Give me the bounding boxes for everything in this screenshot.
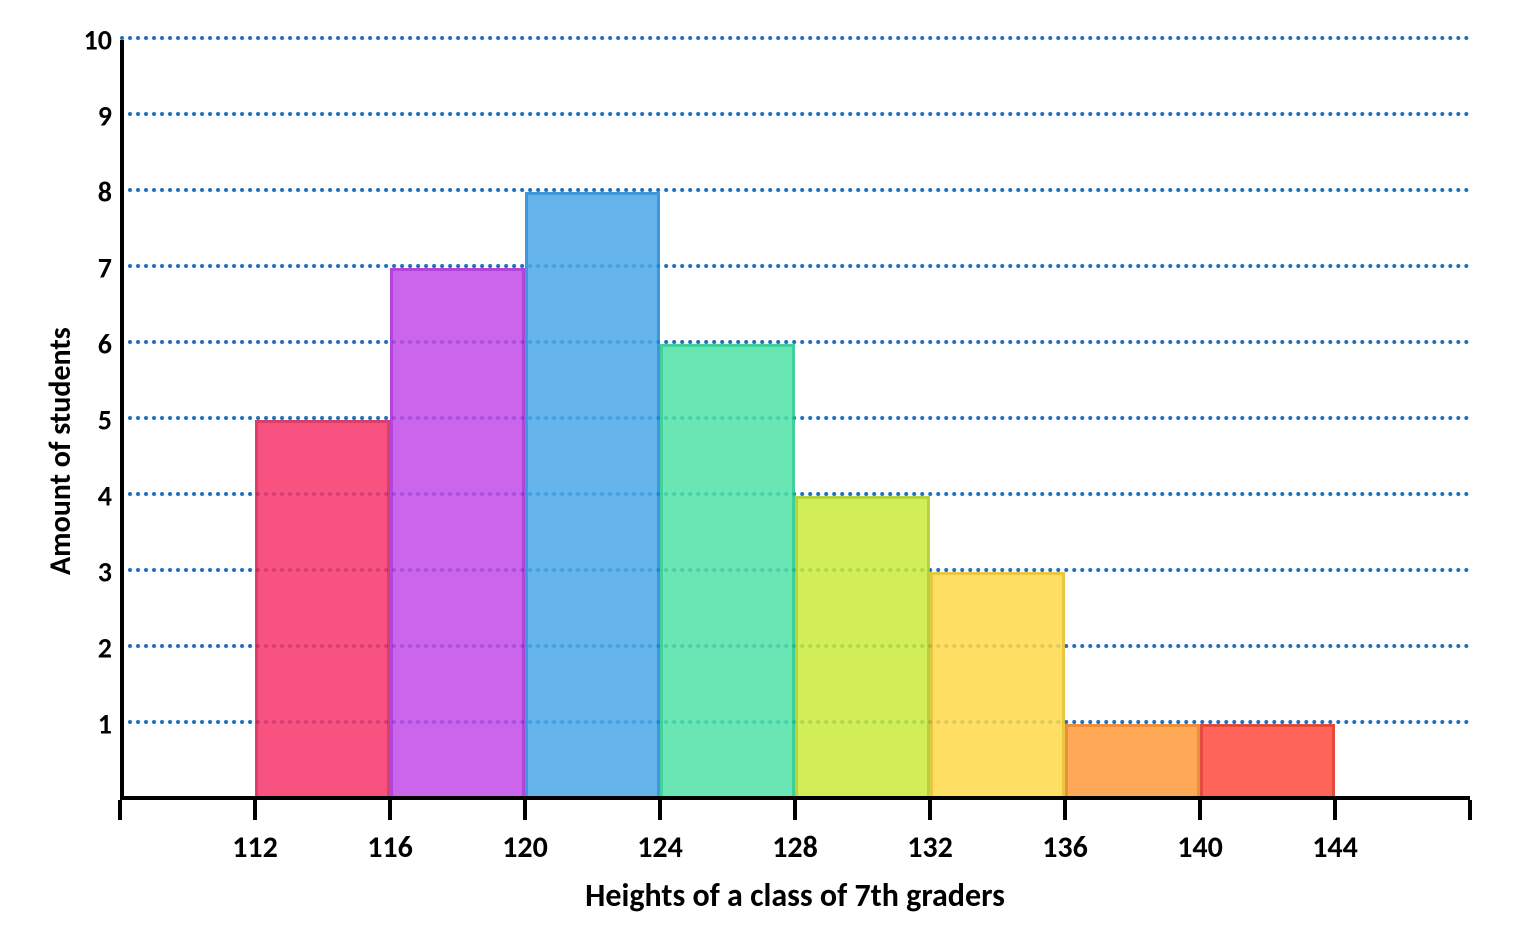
x-tick (253, 800, 257, 820)
x-tick-label: 116 (367, 829, 413, 866)
gridline (120, 264, 1470, 268)
y-tick-label: 8 (74, 175, 112, 210)
y-tick-label: 10 (74, 23, 112, 58)
y-tick-label: 9 (74, 99, 112, 134)
x-tick-label: 144 (1312, 829, 1358, 866)
x-tick (118, 800, 122, 820)
histogram-bar (930, 572, 1065, 800)
y-tick-label: 7 (74, 251, 112, 286)
x-tick-label: 132 (907, 829, 953, 866)
histogram-bar (525, 192, 660, 800)
x-tick (1198, 800, 1202, 820)
x-tick (1063, 800, 1067, 820)
x-tick-label: 124 (637, 829, 683, 866)
histogram-bar (795, 496, 930, 800)
y-tick-label: 6 (74, 327, 112, 362)
x-tick-label: 140 (1177, 829, 1223, 866)
histogram-chart: 12345678910112116120124128132136140144 H… (0, 0, 1540, 927)
y-tick-label: 5 (74, 403, 112, 438)
x-tick (793, 800, 797, 820)
x-tick (523, 800, 527, 820)
plot-area: 12345678910112116120124128132136140144 (120, 40, 1470, 800)
histogram-bar (255, 420, 390, 800)
y-axis-label: Amount of students (42, 327, 79, 575)
histogram-bar (1200, 724, 1335, 800)
y-tick-label: 1 (74, 707, 112, 742)
gridline (120, 188, 1470, 192)
x-tick-label: 136 (1042, 829, 1088, 866)
y-axis (120, 40, 124, 800)
y-tick-label: 3 (74, 555, 112, 590)
gridline (120, 112, 1470, 116)
x-tick (1468, 800, 1472, 820)
x-tick-label: 120 (502, 829, 548, 866)
y-tick-label: 2 (74, 631, 112, 666)
histogram-bar (1065, 724, 1200, 800)
histogram-bar (390, 268, 525, 800)
x-tick-label: 112 (232, 829, 278, 866)
x-tick (1333, 800, 1337, 820)
y-tick-label: 4 (74, 479, 112, 514)
histogram-bar (660, 344, 795, 800)
x-tick (928, 800, 932, 820)
x-tick-label: 128 (772, 829, 818, 866)
gridline (120, 340, 1470, 344)
x-axis-label: Heights of a class of 7th graders (120, 876, 1470, 915)
x-tick (658, 800, 662, 820)
gridline (120, 36, 1470, 40)
x-tick (388, 800, 392, 820)
